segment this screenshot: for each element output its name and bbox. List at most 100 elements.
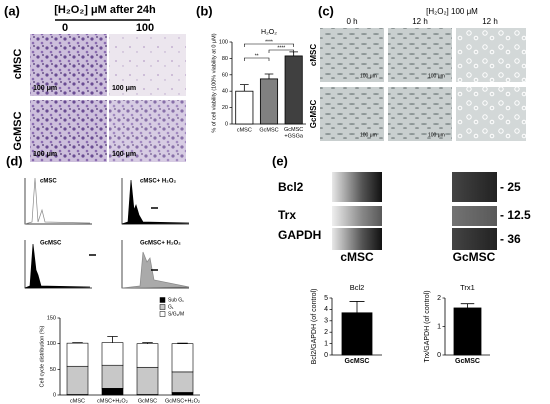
gate — [89, 207, 158, 271]
blot-band — [332, 206, 382, 226]
column-label: 12 h — [482, 17, 498, 26]
y-tick-label: 60 — [222, 72, 228, 78]
histogram-label: GcMSC — [40, 241, 62, 247]
error-bar — [72, 342, 83, 344]
bar — [453, 307, 482, 356]
bar — [284, 55, 303, 125]
blot-band — [452, 228, 497, 250]
error-bar — [107, 336, 118, 343]
bar-segment — [101, 342, 124, 366]
y-tick-label: 1 — [437, 323, 441, 330]
significance-label: ** — [255, 53, 259, 59]
bar-segment — [136, 366, 159, 395]
x-tick-label: GcMSC +GSGa — [284, 127, 304, 140]
y-tick-label: 5 — [324, 295, 328, 302]
micrograph — [30, 34, 107, 96]
histogram-curve — [121, 179, 190, 225]
error-bar — [142, 342, 153, 344]
histogram-label: cMSC+ H₂O₂ — [140, 179, 177, 185]
scale-bar: 100 μm — [112, 85, 136, 92]
panel-title: [H₂O₂] 100 μM — [426, 7, 478, 16]
micrograph — [109, 100, 186, 162]
x-tick-label: GcMSC — [138, 398, 157, 404]
legend-swatch — [159, 311, 166, 317]
column-label: 0 h — [346, 17, 357, 26]
x-tick-label: GcMSC — [345, 358, 370, 365]
x-tick-label: cMSC+H₂O₂ — [97, 398, 128, 404]
histogram-curve — [24, 177, 91, 225]
bar-segment — [101, 364, 124, 389]
panel-label: (d) — [6, 153, 23, 168]
y-tick-label: 2 — [437, 295, 441, 302]
micrograph — [388, 87, 452, 141]
blot-label: Trx — [278, 208, 296, 222]
bar — [259, 78, 279, 125]
scale-bar: 100 μm — [428, 132, 445, 138]
legend-swatch — [159, 297, 166, 303]
scale-bar: 100 μm — [33, 85, 57, 92]
micrograph — [456, 87, 526, 141]
y-tick-label: 40 — [222, 89, 228, 95]
micrograph — [109, 34, 186, 96]
x-tick-label: cMSC — [237, 127, 252, 133]
significance-bracket — [244, 57, 270, 61]
error-bar — [240, 84, 249, 92]
bar-segment — [171, 343, 194, 373]
x-tick-label: GcMSC — [259, 127, 278, 133]
column-label: 0 — [62, 22, 68, 34]
blot-band — [332, 172, 382, 202]
x-tick-label: GcMSC+H₂O₂ — [165, 398, 200, 404]
chart-title: Bcl2 — [350, 283, 365, 292]
y-tick-label: 150 — [47, 315, 56, 321]
scale-bar: 100 μm — [360, 73, 377, 79]
bar-segment — [136, 343, 159, 368]
bar — [235, 90, 254, 125]
blot-label: Bcl2 — [278, 180, 304, 194]
chart-title: Trx1 — [460, 283, 475, 292]
micrograph — [30, 100, 107, 162]
y-tick-label: 20 — [222, 105, 228, 111]
y-tick-label: 1 — [324, 340, 328, 347]
column-label: 100 — [136, 22, 154, 34]
histogram-label: cMSC — [40, 179, 57, 185]
scale-bar: 100 μm — [112, 151, 136, 158]
axis — [24, 178, 92, 225]
column-label: GcMSC — [453, 250, 496, 264]
legend-swatch — [159, 304, 166, 310]
histograms — [24, 177, 190, 289]
bar-segment — [171, 371, 194, 393]
histogram-curve — [24, 243, 91, 289]
bar-segment — [66, 365, 89, 395]
row-label: cMSC — [309, 44, 318, 66]
blot-label: GAPDH — [278, 228, 321, 242]
size-label: - 25 — [500, 180, 521, 194]
legend-label: G₁ — [168, 304, 174, 310]
y-axis-label: Bcl2/GAPDH (of control) — [311, 289, 318, 365]
panel-label: (a) — [4, 3, 20, 18]
chart-title: H₂O₂ — [261, 29, 277, 36]
histogram-label: GcMSC+ H₂O₂ — [140, 241, 181, 247]
significance-bracket — [268, 49, 294, 53]
row-label: GcMSC — [309, 100, 318, 129]
scale-bar: 100 μm — [428, 73, 445, 79]
significance-bracket — [244, 43, 294, 47]
y-axis-label: % of cell viability (100% viability at 0… — [211, 33, 217, 132]
blot-band — [452, 172, 497, 202]
panel-label: (c) — [318, 3, 334, 18]
y-tick-label: 100 — [47, 341, 56, 347]
micrograph — [320, 28, 384, 82]
blot-band — [452, 206, 497, 226]
row-label: cMSC — [12, 49, 24, 80]
y-tick-label: 0 — [437, 352, 441, 359]
y-axis-label: Cell cycle distribution (%) — [39, 325, 45, 387]
error-bar — [264, 73, 274, 79]
bar — [341, 312, 373, 356]
size-label: - 36 — [500, 232, 521, 246]
micrograph — [388, 28, 452, 82]
y-tick-label: 4 — [324, 306, 328, 313]
legend-label: Sub G₁ — [168, 297, 184, 303]
bar-segment — [66, 342, 89, 367]
panel-title: [H₂O₂] μM after 24h — [54, 4, 156, 16]
micrograph — [456, 28, 526, 82]
